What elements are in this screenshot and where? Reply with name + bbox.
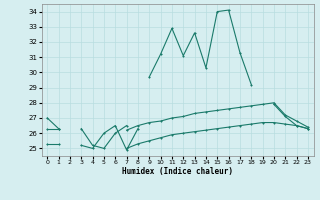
X-axis label: Humidex (Indice chaleur): Humidex (Indice chaleur) bbox=[122, 167, 233, 176]
